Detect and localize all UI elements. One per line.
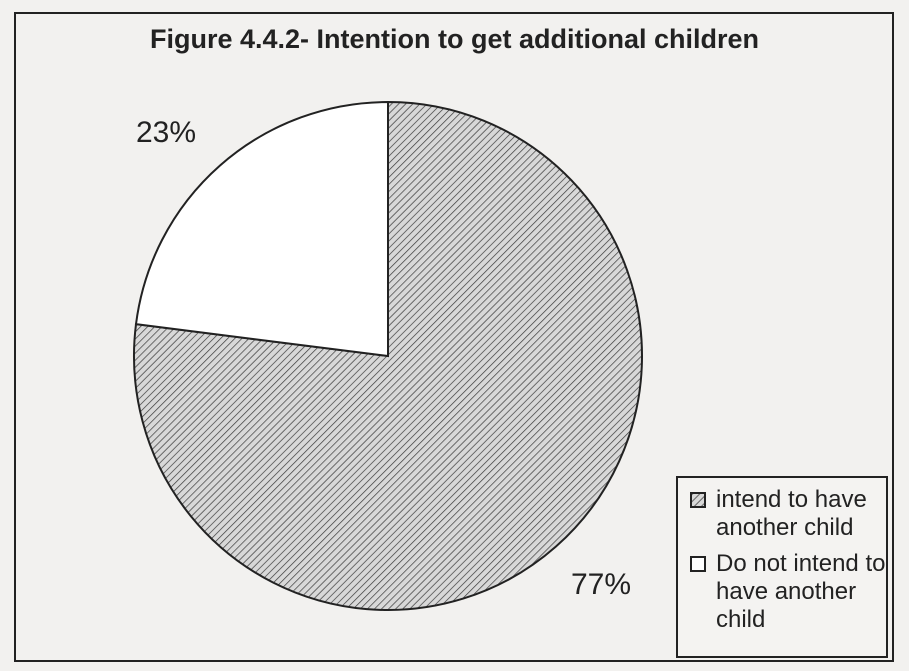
legend-label-do-not-intend: Do not intend to have another child bbox=[716, 550, 886, 633]
legend-swatch-hatched bbox=[690, 492, 706, 508]
legend: intend to have another child Do not inte… bbox=[676, 476, 888, 658]
legend-swatch-white bbox=[690, 556, 706, 572]
legend-label-intend: intend to have another child bbox=[716, 486, 867, 541]
pie-slice-do-not-intend bbox=[134, 100, 389, 358]
chart-frame bbox=[14, 12, 894, 662]
chart-title: Figure 4.4.2- Intention to get additiona… bbox=[149, 24, 760, 54]
slice-label-do-not-intend: 23% bbox=[136, 116, 197, 149]
slice-label-intend: 77% bbox=[571, 568, 632, 601]
